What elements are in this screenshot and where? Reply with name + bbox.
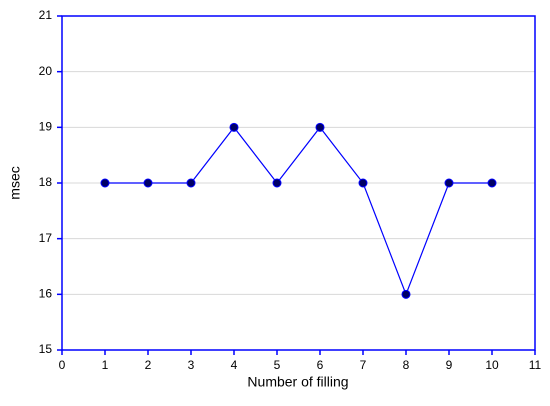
data-point <box>100 178 110 188</box>
x-tick-label: 4 <box>231 358 238 372</box>
data-point <box>487 178 497 188</box>
data-point <box>272 178 282 188</box>
plot-frame <box>61 15 536 351</box>
x-tick-label: 6 <box>317 358 324 372</box>
x-tick-label: 7 <box>360 358 367 372</box>
data-line <box>105 126 492 296</box>
y-tick-label: 17 <box>39 231 53 245</box>
x-axis-label: Number of filling <box>247 374 348 390</box>
x-tick-label: 5 <box>274 358 281 372</box>
y-tick-label: 20 <box>39 64 53 78</box>
x-tick-label: 11 <box>529 358 542 372</box>
data-point <box>229 122 239 132</box>
y-axis-label: msec <box>7 166 23 199</box>
data-point <box>315 122 325 132</box>
data-point <box>401 289 411 299</box>
x-tick-label: 0 <box>59 358 66 372</box>
x-tick-label: 9 <box>446 358 453 372</box>
data-point <box>186 178 196 188</box>
y-tick-label: 16 <box>39 287 53 301</box>
y-tick-label: 15 <box>39 342 53 356</box>
y-tick-label: 21 <box>39 8 53 22</box>
x-tick-label: 3 <box>188 358 195 372</box>
data-point <box>358 178 368 188</box>
data-point <box>143 178 153 188</box>
y-tick-label: 19 <box>39 120 53 134</box>
x-tick-label: 8 <box>403 358 410 372</box>
x-tick-label: 10 <box>485 358 499 372</box>
data-point <box>444 178 454 188</box>
x-tick-label: 2 <box>145 358 152 372</box>
y-tick-label: 18 <box>39 175 53 189</box>
x-tick-label: 1 <box>102 358 109 372</box>
